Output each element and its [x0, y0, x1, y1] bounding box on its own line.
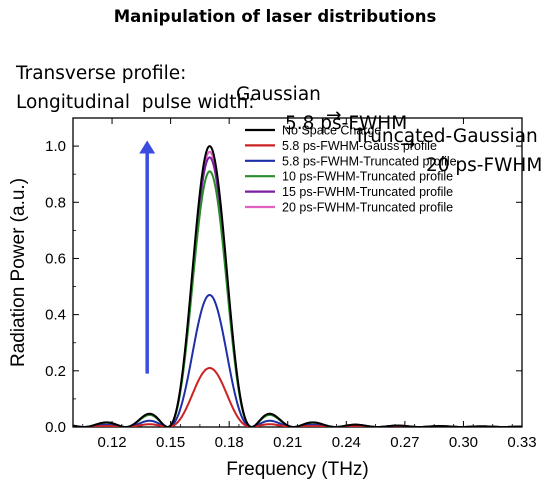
legend-entry: 5.8 ps-FWHM-Truncated profile — [282, 154, 457, 168]
x-tick-label: 0.27 — [390, 434, 419, 451]
y-tick-label: 0.6 — [45, 250, 66, 267]
legend-entry: 15 ps-FWHM-Truncated profile — [282, 185, 453, 199]
y-tick-label: 0.8 — [45, 194, 66, 211]
slide-title: Manipulation of laser distributions — [113, 7, 437, 26]
x-tick-label: 0.21 — [273, 434, 302, 451]
longitudinal-to-value: 20 ps-FWHM — [426, 155, 543, 176]
x-tick-label: 0.12 — [97, 434, 126, 451]
transverse-profile-line: Transverse profile: Gaussian → Truncated… — [16, 42, 538, 147]
legend-entry: No Space Charge — [282, 124, 381, 138]
legend-entry: 20 ps-FWHM-Truncated profile — [282, 201, 453, 215]
y-tick-label: 1.0 — [45, 138, 66, 155]
x-tick-label: 0.24 — [332, 434, 361, 451]
transverse-to-value: Truncated-Gaussian — [354, 126, 538, 147]
y-axis-label: Radiation Power (a.u.) — [8, 178, 29, 367]
y-tick-label: 0.0 — [45, 419, 66, 436]
x-tick-label: 0.18 — [215, 434, 244, 451]
curves-group — [73, 145, 522, 427]
x-tick-label: 0.15 — [156, 434, 185, 451]
y-tick-label: 0.2 — [45, 363, 66, 380]
legend-entry: 10 ps-FWHM-Truncated profile — [282, 170, 453, 184]
x-tick-label: 0.30 — [449, 434, 478, 451]
y-tick-label: 0.4 — [45, 307, 66, 324]
transverse-profile-label: Transverse profile: — [16, 63, 187, 84]
longitudinal-width-label: Longitudinal pulse width: — [16, 92, 255, 113]
legend-entry: 5.8 ps-FWHM-Gauss profile — [282, 139, 437, 153]
series-line — [73, 293, 522, 427]
x-axis-label: Frequency (THz) — [226, 459, 369, 480]
x-tick-label: 0.33 — [507, 434, 536, 451]
right-arrow-icon: → — [326, 105, 342, 126]
trend-arrow-icon — [139, 140, 156, 154]
right-arrow-icon: → — [400, 134, 416, 155]
transverse-from-value: Gaussian — [236, 84, 321, 105]
series-line — [73, 145, 522, 427]
